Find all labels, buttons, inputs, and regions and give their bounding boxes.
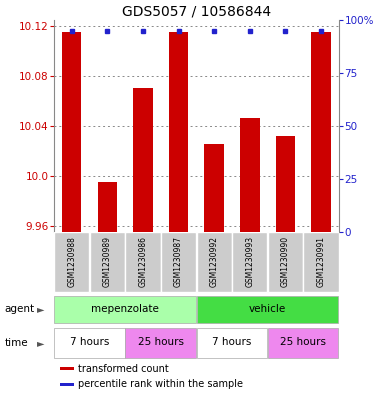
Bar [60, 367, 74, 370]
Text: percentile rank within the sample: percentile rank within the sample [77, 379, 243, 389]
FancyBboxPatch shape [161, 233, 196, 292]
FancyBboxPatch shape [197, 296, 338, 323]
Text: GSM1230992: GSM1230992 [210, 236, 219, 286]
FancyBboxPatch shape [54, 233, 89, 292]
Text: 25 hours: 25 hours [280, 337, 326, 347]
Text: GSM1230986: GSM1230986 [139, 236, 147, 286]
FancyBboxPatch shape [268, 328, 338, 358]
FancyBboxPatch shape [268, 233, 303, 292]
Bar [311, 32, 331, 232]
Text: GSM1230989: GSM1230989 [103, 236, 112, 286]
FancyBboxPatch shape [196, 233, 232, 292]
Text: vehicle: vehicle [249, 304, 286, 314]
FancyBboxPatch shape [126, 328, 196, 358]
Text: agent: agent [5, 304, 35, 314]
Text: GSM1230987: GSM1230987 [174, 236, 183, 286]
Bar [62, 32, 82, 232]
FancyBboxPatch shape [232, 233, 268, 292]
Text: GSM1230993: GSM1230993 [245, 235, 254, 286]
FancyBboxPatch shape [303, 233, 339, 292]
Text: 7 hours: 7 hours [212, 337, 252, 347]
Bar [60, 383, 74, 386]
Bar [97, 182, 117, 232]
Bar [133, 88, 153, 232]
Title: GDS5057 / 10586844: GDS5057 / 10586844 [122, 4, 271, 18]
FancyBboxPatch shape [197, 328, 267, 358]
Text: GSM1230991: GSM1230991 [316, 236, 325, 286]
Text: 25 hours: 25 hours [138, 337, 184, 347]
Text: ►: ► [37, 304, 44, 314]
Bar [204, 145, 224, 232]
FancyBboxPatch shape [54, 296, 196, 323]
Bar [240, 118, 259, 232]
Text: GSM1230990: GSM1230990 [281, 235, 290, 286]
Text: transformed count: transformed count [77, 364, 168, 374]
Bar [169, 32, 188, 232]
Bar [276, 136, 295, 232]
Text: time: time [5, 338, 28, 348]
FancyBboxPatch shape [125, 233, 161, 292]
Text: 7 hours: 7 hours [70, 337, 109, 347]
FancyBboxPatch shape [54, 328, 125, 358]
Text: mepenzolate: mepenzolate [91, 304, 159, 314]
Text: ►: ► [37, 338, 44, 348]
Text: GSM1230988: GSM1230988 [67, 236, 76, 286]
FancyBboxPatch shape [90, 233, 125, 292]
